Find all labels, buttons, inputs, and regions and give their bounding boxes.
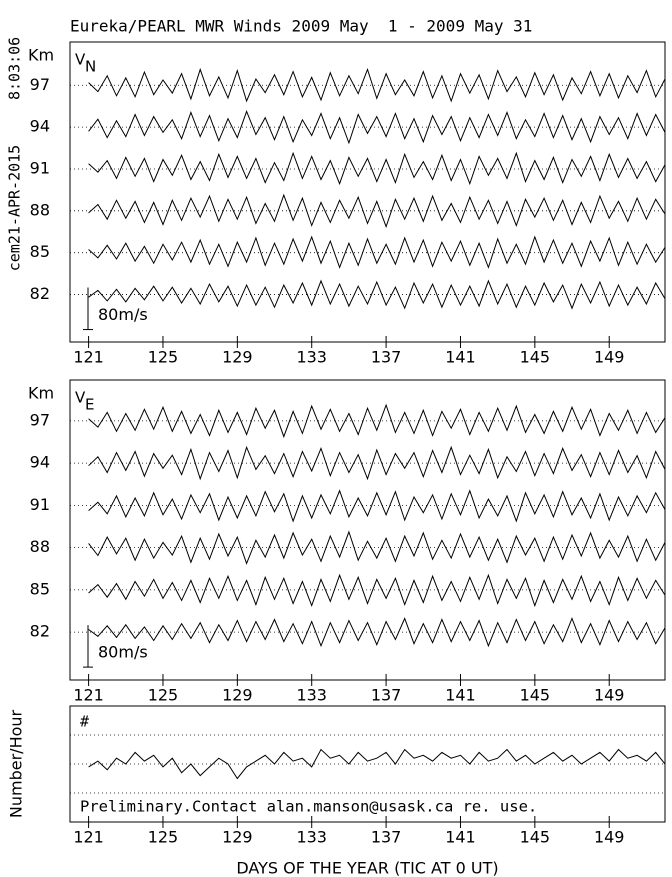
plot-frame <box>69 379 666 681</box>
y-tick-label: 94 <box>30 453 50 472</box>
trace <box>88 67 666 103</box>
y-axis-label: Km <box>28 46 54 65</box>
y-tick-label: 85 <box>30 579 50 598</box>
x-tick-label: 137 <box>371 686 402 705</box>
trace <box>88 445 666 481</box>
timestamp: 8:03:06 <box>6 37 24 100</box>
x-axis-label: DAYS OF THE YEAR (TIC AT 0 UT) <box>236 859 498 877</box>
x-tick-label: 129 <box>222 828 253 847</box>
y-axis-label: Number/Hour <box>7 709 26 818</box>
x-tick-label: 125 <box>148 686 179 705</box>
trace <box>88 193 666 229</box>
y-tick-label: 85 <box>30 242 50 261</box>
panel-label: V <box>75 389 86 407</box>
run-id: cem21-APR-2015 <box>6 145 24 271</box>
annotation: # <box>80 713 89 731</box>
x-tick-label: 145 <box>520 348 551 367</box>
y-tick-label: 97 <box>30 410 50 429</box>
x-tick-label: 121 <box>73 828 104 847</box>
y-tick-label: 88 <box>30 200 50 219</box>
trace <box>88 109 666 145</box>
chart-title: Eureka/PEARL MWR Winds 2009 May 1 - 2009… <box>70 17 532 36</box>
panel-label: V <box>75 51 86 69</box>
x-tick-label: 129 <box>222 348 253 367</box>
note: Preliminary.Contact alan.manson@usask.ca… <box>80 798 537 816</box>
trace <box>88 489 666 523</box>
x-tick-label: 145 <box>520 828 551 847</box>
x-tick-label: 133 <box>296 828 327 847</box>
scale-bar-label: 80m/s <box>98 305 148 324</box>
y-tick-label: 82 <box>30 284 50 303</box>
trace <box>88 748 666 780</box>
x-tick-label: 137 <box>371 348 402 367</box>
trace <box>88 530 666 565</box>
x-tick-label: 137 <box>371 828 402 847</box>
x-tick-label: 141 <box>445 686 476 705</box>
y-tick-label: 88 <box>30 537 50 556</box>
x-tick-label: 141 <box>445 828 476 847</box>
x-tick-label: 149 <box>594 348 625 367</box>
trace <box>88 617 666 648</box>
trace <box>88 279 666 310</box>
x-tick-label: 125 <box>148 828 179 847</box>
plot-frame <box>69 41 666 343</box>
x-tick-label: 149 <box>594 686 625 705</box>
trace <box>88 403 666 439</box>
y-tick-label: 91 <box>30 158 50 177</box>
y-axis-label: Km <box>28 384 54 403</box>
panel-subscript: E <box>85 396 94 414</box>
x-tick-label: 145 <box>520 686 551 705</box>
panel-subscript: N <box>85 58 96 76</box>
x-tick-label: 133 <box>296 348 327 367</box>
x-tick-label: 141 <box>445 348 476 367</box>
x-tick-label: 149 <box>594 828 625 847</box>
scale-bar-label: 80m/s <box>98 643 148 662</box>
x-tick-label: 125 <box>148 348 179 367</box>
x-tick-label: 121 <box>73 348 104 367</box>
trace <box>88 573 666 608</box>
x-tick-label: 133 <box>296 686 327 705</box>
trace <box>88 235 666 269</box>
y-tick-label: 82 <box>30 622 50 641</box>
x-tick-label: 129 <box>222 686 253 705</box>
y-tick-label: 97 <box>30 75 50 94</box>
y-tick-label: 94 <box>30 117 50 136</box>
trace <box>88 151 666 186</box>
x-tick-label: 121 <box>73 686 104 705</box>
y-tick-label: 91 <box>30 495 50 514</box>
